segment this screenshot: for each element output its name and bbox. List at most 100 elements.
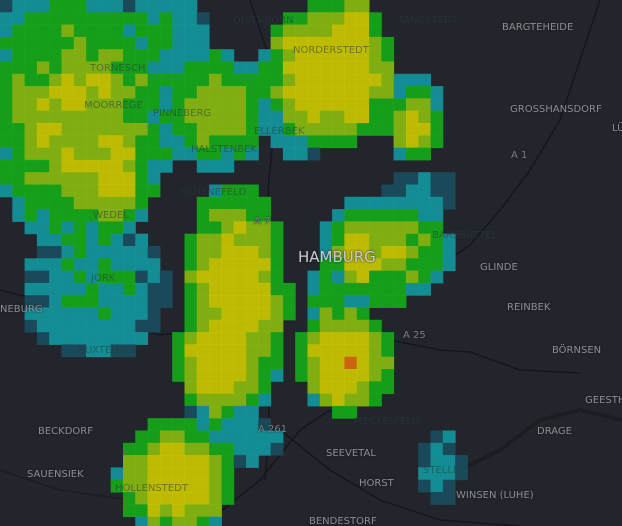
radar-cell	[307, 61, 321, 75]
radar-cell	[159, 504, 173, 518]
radar-cell	[344, 86, 358, 99]
radar-cell	[246, 369, 259, 382]
radar-cell	[86, 86, 99, 99]
radar-cell	[12, 147, 26, 161]
radar-cell	[196, 209, 210, 222]
radar-cell	[307, 282, 321, 296]
radar-cell	[319, 233, 333, 247]
radar-cell	[135, 159, 149, 173]
radar-cell	[24, 49, 38, 62]
radar-cell	[73, 233, 87, 247]
radar-cell	[393, 98, 407, 112]
radar-cell	[159, 49, 173, 62]
radar-cell	[196, 319, 210, 333]
radar-cell	[196, 282, 210, 296]
radar-cell	[246, 332, 259, 345]
radar-cell	[430, 246, 444, 259]
radar-cell	[233, 246, 247, 259]
radar-cell	[159, 98, 173, 112]
radar-cell	[123, 344, 136, 358]
radar-cell	[381, 123, 395, 136]
radar-cell	[270, 86, 284, 99]
radar-cell	[233, 418, 247, 431]
radar-cell	[221, 147, 235, 161]
radar-cell	[258, 430, 272, 444]
radar-cell	[110, 233, 124, 247]
radar-cell	[418, 442, 431, 456]
radar-cell	[110, 172, 124, 185]
radar-cell	[36, 110, 50, 124]
road-label: A 7	[254, 216, 271, 227]
radar-cell	[147, 479, 161, 493]
radar-cell	[356, 319, 370, 333]
radar-cell	[61, 295, 75, 308]
radar-cell	[86, 295, 99, 308]
radar-cell	[135, 123, 149, 136]
radar-cell	[246, 233, 259, 247]
radar-cell	[98, 110, 112, 124]
radar-cell	[147, 49, 161, 62]
radar-cell	[61, 172, 75, 185]
radar-cell	[344, 209, 358, 222]
radar-cell	[159, 61, 173, 75]
radar-cell	[258, 233, 272, 247]
radar-cell	[147, 147, 161, 161]
radar-cell	[221, 332, 235, 345]
radar-cell	[418, 135, 431, 149]
place-label: BENDESTORF	[309, 516, 377, 526]
radar-cell	[123, 159, 136, 173]
radar-cell	[61, 196, 75, 210]
radar-cell	[356, 196, 370, 210]
radar-cell	[184, 455, 198, 468]
radar-cell	[209, 184, 222, 198]
radar-cell	[246, 61, 259, 75]
radar-cell	[209, 418, 222, 431]
radar-cell	[0, 172, 13, 185]
radar-cell	[73, 147, 87, 161]
radar-cell	[405, 184, 419, 198]
radar-cell	[307, 344, 321, 358]
place-label: GROSSHANSDORF	[510, 104, 602, 115]
radar-cell	[246, 405, 259, 419]
radar-cell	[24, 319, 38, 333]
radar-cell	[369, 61, 382, 75]
radar-cell	[159, 430, 173, 444]
radar-cell	[405, 209, 419, 222]
radar-cell	[86, 209, 99, 222]
radar-cell	[430, 86, 444, 99]
radar-cell	[295, 147, 308, 161]
radar-cell	[0, 98, 13, 112]
radar-cell	[135, 73, 149, 87]
radar-cell	[332, 110, 345, 124]
radar-cell	[123, 73, 136, 87]
radar-cell	[356, 282, 370, 296]
radar-cell	[98, 24, 112, 38]
radar-cell	[319, 393, 333, 407]
radar-cell	[356, 270, 370, 284]
radar-cell	[135, 258, 149, 272]
radar-cell	[233, 233, 247, 247]
radar-cell	[233, 135, 247, 149]
radar-cell	[159, 270, 173, 284]
radar-cell	[209, 405, 222, 419]
radar-cell	[172, 24, 185, 38]
radar-cell	[295, 36, 308, 50]
radar-cell	[159, 282, 173, 296]
radar-cell	[86, 147, 99, 161]
radar-cell	[356, 258, 370, 272]
radar-cell	[369, 36, 382, 50]
radar-cell	[430, 258, 444, 272]
radar-cell	[270, 356, 284, 370]
radar-cell	[123, 0, 136, 13]
radar-cell	[73, 258, 87, 272]
radar-cell	[405, 282, 419, 296]
radar-cell	[147, 36, 161, 50]
radar-cell	[196, 405, 210, 419]
radar-cell	[73, 86, 87, 99]
radar-cell	[246, 258, 259, 272]
radar-cell	[356, 246, 370, 259]
radar-cell	[110, 86, 124, 99]
radar-cell	[12, 209, 26, 222]
radar-cell	[246, 135, 259, 149]
